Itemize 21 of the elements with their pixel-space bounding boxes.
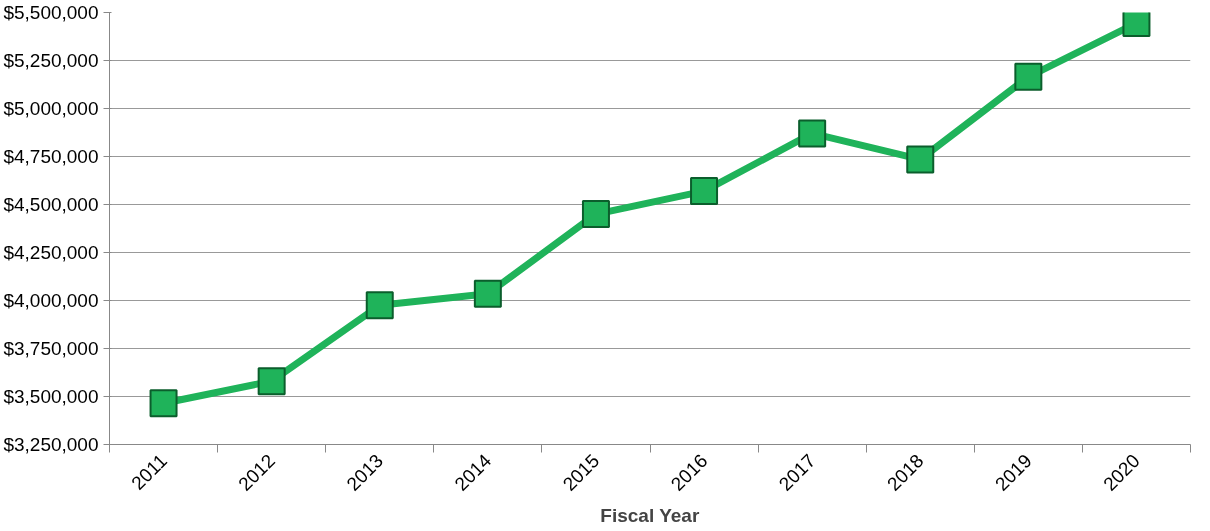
y-tick-label: $3,250,000 (3, 434, 99, 455)
y-tick-label: $3,500,000 (3, 386, 99, 407)
point (1014, 62, 1043, 91)
y-tick-label: $5,250,000 (3, 50, 99, 71)
point (581, 200, 610, 229)
y-tick-label: $4,250,000 (3, 242, 99, 263)
point (798, 119, 827, 148)
point (257, 367, 286, 396)
point (906, 145, 935, 174)
x-axis-title: Fiscal Year (600, 504, 700, 526)
point (149, 389, 178, 418)
point (690, 177, 719, 206)
point (365, 291, 394, 320)
y-tick-label: $4,000,000 (3, 290, 99, 311)
point (473, 279, 502, 308)
y-tick-label: $3,750,000 (3, 338, 99, 359)
y-tick-label: $5,500,000 (3, 2, 99, 23)
y-tick-label: $4,500,000 (3, 194, 99, 215)
y-tick-label: $5,000,000 (3, 98, 99, 119)
point (1122, 12, 1151, 38)
y-tick-label: $4,750,000 (3, 146, 99, 167)
